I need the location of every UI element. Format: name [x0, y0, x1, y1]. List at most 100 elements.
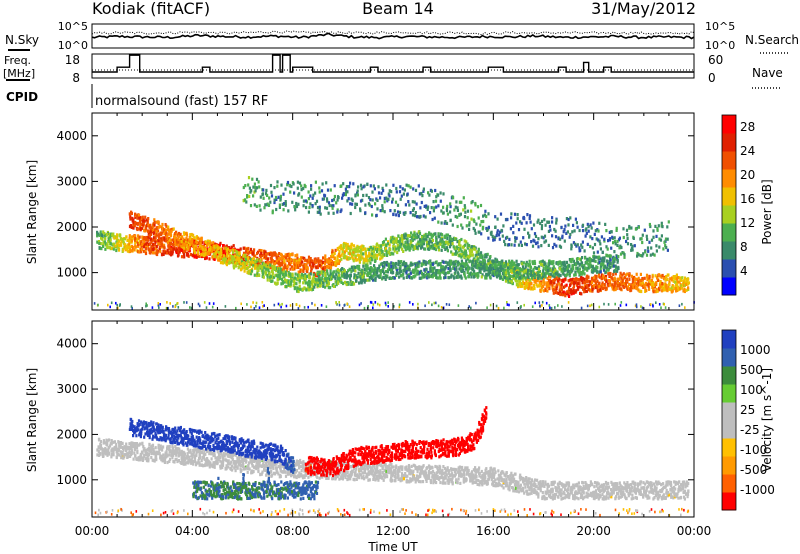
data-pixel: [335, 280, 339, 284]
data-pixel: [669, 288, 673, 292]
data-pixel: [637, 279, 640, 283]
data-pixel: [599, 288, 602, 292]
data-pixel: [373, 187, 376, 191]
data-pixel: [259, 253, 262, 257]
data-pixel: [295, 282, 298, 286]
data-pixel: [597, 261, 600, 265]
data-pixel: [576, 261, 579, 265]
data-pixel: [242, 199, 245, 203]
data-pixel: [327, 282, 330, 286]
data-pixel: [279, 263, 282, 267]
data-pixel: [191, 254, 195, 258]
data-pixel: [273, 267, 276, 271]
data-pixel: [371, 190, 374, 194]
data-pixel: [301, 256, 304, 260]
data-pixel: [328, 264, 331, 268]
data-pixel: [560, 288, 564, 292]
data-pixel: [478, 230, 481, 234]
data-pixel: [283, 280, 286, 284]
data-pixel: [417, 272, 420, 276]
data-pixel: [398, 190, 402, 194]
data-pixel: [312, 273, 315, 277]
data-pixel: [292, 280, 296, 284]
data-pixel: [547, 243, 550, 247]
data-pixel: [449, 235, 452, 239]
data-pixel: [536, 220, 539, 224]
data-pixel: [407, 184, 410, 188]
data-pixel: [356, 193, 359, 197]
data-pixel: [484, 209, 487, 213]
data-pixel: [433, 247, 436, 251]
data-pixel: [259, 255, 262, 259]
data-pixel: [106, 243, 109, 247]
data-pixel: [616, 260, 619, 264]
data-pixel: [274, 281, 277, 285]
data-pixel: [512, 276, 515, 280]
data-pixel: [510, 267, 513, 271]
data-pixel: [571, 264, 574, 268]
data-pixel: [184, 248, 187, 252]
data-pixel: [491, 267, 494, 271]
data-pixel: [543, 240, 546, 244]
data-pixel: [592, 251, 596, 255]
data-pixel: [209, 241, 212, 245]
data-pixel: [273, 253, 277, 257]
data-pixel: [370, 266, 373, 270]
data-pixel: [461, 226, 464, 230]
data-pixel: [212, 241, 215, 245]
data-pixel: [159, 242, 162, 246]
data-pixel: [384, 277, 387, 281]
data-pixel: [583, 290, 586, 294]
data-pixel: [517, 285, 520, 289]
data-pixel: [476, 255, 479, 259]
data-pixel: [607, 239, 610, 243]
data-pixel: [435, 235, 438, 239]
data-pixel: [298, 264, 301, 268]
data-pixel: [363, 257, 367, 261]
data-pixel: [290, 277, 293, 281]
data-pixel: [687, 286, 690, 290]
data-pixel: [614, 242, 617, 246]
data-pixel: [140, 244, 144, 248]
data-pixel: [247, 269, 250, 273]
data-pixel: [275, 282, 278, 286]
noise-lines: [91, 30, 695, 40]
data-pixel: [600, 273, 604, 278]
data-pixel: [363, 247, 367, 251]
data-pixel: [378, 269, 381, 273]
data-pixel: [504, 243, 507, 247]
data-pixel: [338, 259, 341, 263]
data-pixel: [280, 282, 283, 286]
data-pixel: [392, 266, 395, 270]
noise-series-line: [91, 30, 695, 36]
data-pixel: [390, 190, 393, 194]
data-pixel: [184, 249, 187, 254]
data-pixel: [170, 253, 173, 257]
data-pixel: [374, 253, 377, 257]
data-pixel: [307, 288, 310, 292]
data-pixel: [525, 269, 528, 273]
data-pixel: [147, 247, 150, 251]
data-pixel: [510, 216, 513, 220]
data-pixel: [419, 243, 423, 247]
data-pixel: [522, 261, 525, 265]
data-pixel: [538, 274, 541, 278]
data-pixel: [175, 232, 178, 236]
data-pixel: [405, 262, 408, 266]
data-pixel: [298, 192, 301, 196]
data-pixel: [362, 264, 365, 268]
data-pixel: [409, 211, 412, 215]
data-pixel: [217, 250, 220, 254]
data-pixel: [470, 217, 473, 221]
data-pixel: [356, 265, 359, 269]
data-pixel: [614, 272, 617, 276]
data-pixel: [334, 276, 337, 280]
data-pixel: [311, 277, 314, 281]
data-pixel: [361, 247, 365, 252]
data-pixel: [524, 285, 527, 290]
data-pixel: [170, 238, 173, 242]
data-pixel: [290, 279, 293, 283]
data-pixel: [568, 235, 571, 239]
data-pixel: [508, 276, 511, 280]
data-pixel: [598, 260, 601, 265]
